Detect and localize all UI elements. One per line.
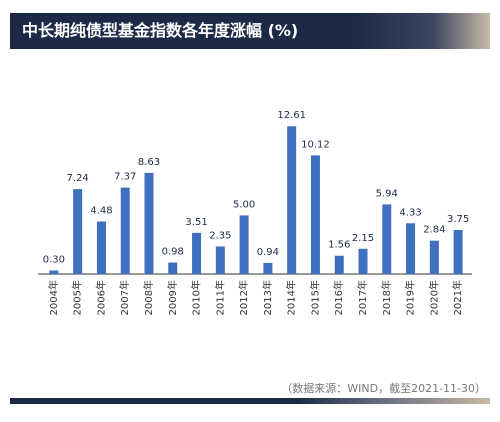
value-label: 3.51 xyxy=(185,217,207,228)
x-tick-label: 2009年 xyxy=(166,280,179,315)
value-label: 3.75 xyxy=(447,214,469,225)
x-tick-label: 2008年 xyxy=(142,280,155,315)
value-label: 2.15 xyxy=(352,233,374,244)
bar-2020年 xyxy=(429,240,439,274)
value-label: 4.48 xyxy=(90,206,112,217)
title-banner: 中长期纯债型基金指数各年度涨幅 (%) xyxy=(10,13,490,49)
x-tick-label: 2004年 xyxy=(47,280,60,315)
x-tick-label: 2014年 xyxy=(285,280,298,315)
x-tick-label: 2013年 xyxy=(261,280,274,315)
chart-area: 0.30 2004年 7.24 2005年 4.48 2006年 7.37 2007年 8.63… xyxy=(0,80,500,350)
x-tick-label: 2011年 xyxy=(213,280,226,315)
value-label: 5.00 xyxy=(233,199,255,210)
value-label: 2.35 xyxy=(209,230,231,241)
bar-2007年 xyxy=(120,187,130,274)
bar-2019年 xyxy=(406,223,416,274)
x-tick-label: 2006年 xyxy=(94,280,107,315)
bar-2014年 xyxy=(287,126,297,274)
bar-2018年 xyxy=(382,204,392,274)
bar-2009年 xyxy=(168,262,178,274)
value-label: 8.63 xyxy=(138,157,160,168)
bar-2013年 xyxy=(263,262,273,274)
bar-2012年 xyxy=(239,215,249,274)
value-label: 2.84 xyxy=(423,225,445,236)
bar-2017年 xyxy=(358,248,368,274)
value-label: 4.33 xyxy=(399,207,421,218)
x-tick-label: 2017年 xyxy=(356,280,369,315)
bar-2021年 xyxy=(453,230,463,274)
bar-chart: 0.30 2004年 7.24 2005年 4.48 2006年 7.37 2007年 8.63… xyxy=(38,110,472,315)
bar-2016年 xyxy=(334,255,344,274)
x-tick-label: 2007年 xyxy=(118,280,131,315)
value-label: 7.24 xyxy=(67,173,89,184)
value-label: 5.94 xyxy=(376,188,398,199)
x-tick-label: 2018年 xyxy=(380,280,393,315)
value-label: 0.98 xyxy=(162,247,184,258)
data-source-note: （数据来源：WIND，截至2021-11-30） xyxy=(281,382,486,395)
chart-title: 中长期纯债型基金指数各年度涨幅 (%) xyxy=(22,21,299,40)
value-label: 0.30 xyxy=(43,254,65,265)
value-label: 12.61 xyxy=(277,110,306,121)
x-tick-label: 2010年 xyxy=(190,280,203,315)
bar-2006年 xyxy=(96,221,106,274)
bar-2008年 xyxy=(144,172,154,274)
value-label: 1.56 xyxy=(328,240,350,251)
x-tick-label: 2019年 xyxy=(404,280,417,315)
x-tick-label: 2005年 xyxy=(71,280,84,315)
bar-2010年 xyxy=(192,232,202,274)
bar-2015年 xyxy=(310,155,320,274)
x-tick-label: 2012年 xyxy=(237,280,250,315)
value-label: 7.37 xyxy=(114,172,136,183)
bottom-divider xyxy=(10,398,490,404)
bar-2011年 xyxy=(215,246,225,274)
x-tick-label: 2015年 xyxy=(308,280,321,315)
value-label: 0.94 xyxy=(257,247,279,258)
bar-2004年 xyxy=(49,270,59,274)
x-tick-label: 2020年 xyxy=(427,280,440,315)
bar-2005年 xyxy=(73,189,83,274)
x-tick-label: 2016年 xyxy=(332,280,345,315)
x-tick-label: 2021年 xyxy=(451,280,464,315)
value-label: 10.12 xyxy=(301,139,330,150)
